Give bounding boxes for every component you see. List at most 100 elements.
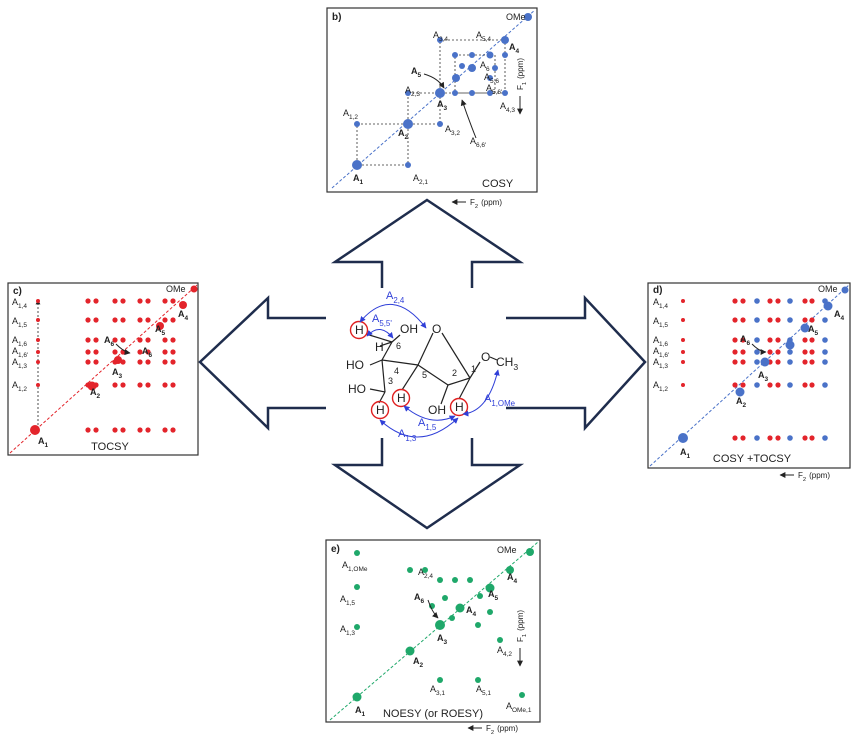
label-main: A xyxy=(437,99,444,109)
label-sub: 3,2 xyxy=(451,130,460,137)
peak xyxy=(170,382,176,388)
peak xyxy=(162,298,168,304)
label-sub: 1,5 xyxy=(346,600,355,607)
atom-label: H xyxy=(355,323,364,337)
peak xyxy=(678,433,688,443)
label-sub: 4,2 xyxy=(503,651,512,658)
peak xyxy=(809,298,815,304)
label-sub: 1,5 xyxy=(659,322,668,329)
peak xyxy=(732,382,738,388)
peak xyxy=(775,298,781,304)
peak-label: OMe xyxy=(506,12,526,22)
peak xyxy=(354,550,360,556)
peak xyxy=(823,301,833,311)
peak xyxy=(85,337,91,343)
label-main: A xyxy=(12,297,18,307)
bond xyxy=(440,384,449,405)
label-sub: 1,2 xyxy=(349,114,358,121)
peak xyxy=(435,88,445,98)
coupling-label: A1,5 xyxy=(418,417,437,432)
peak xyxy=(802,435,808,441)
panel-title: COSY +TOCSY xyxy=(713,453,792,465)
atom-label: O xyxy=(481,350,490,364)
peak-label: A5 xyxy=(411,66,422,79)
peak-label: A4 xyxy=(178,309,189,322)
peak xyxy=(137,317,143,323)
label-sub: 5 xyxy=(418,72,422,79)
peak xyxy=(767,298,773,304)
label-sub: 5,5' xyxy=(379,319,392,328)
peak xyxy=(822,382,828,388)
label-main: A xyxy=(500,101,506,111)
label-main: A xyxy=(12,316,18,326)
peak xyxy=(506,566,514,574)
peak xyxy=(405,162,411,168)
peak xyxy=(36,350,40,354)
peak xyxy=(170,349,176,355)
label-sub: 2,3 xyxy=(411,91,420,98)
peak xyxy=(170,337,176,343)
label-main: A xyxy=(12,335,18,345)
peak xyxy=(740,317,746,323)
peak xyxy=(775,317,781,323)
label-main: A xyxy=(476,30,482,40)
curved-arrow xyxy=(115,343,131,356)
peak xyxy=(190,285,198,293)
peak-label: A3,1 xyxy=(430,684,445,697)
highlight-circle xyxy=(391,388,411,408)
label-main: A xyxy=(680,447,687,457)
peak-label: A5,1 xyxy=(476,684,491,697)
peak xyxy=(775,382,781,388)
label-sub: 2 xyxy=(491,730,494,735)
label-main: A xyxy=(405,85,411,95)
peak-label: A2,1 xyxy=(413,173,428,186)
label-main: A xyxy=(340,594,346,604)
peak xyxy=(137,349,143,355)
label-main: A xyxy=(507,572,514,582)
atom-label: OH xyxy=(428,403,446,417)
label-sub: 3 xyxy=(444,105,448,112)
peak xyxy=(170,359,176,365)
label-sub: 4 xyxy=(473,611,477,618)
peak xyxy=(787,298,793,304)
peak xyxy=(36,383,40,387)
peak-label: A6 xyxy=(104,335,115,348)
label-main: A xyxy=(480,60,486,70)
label-main: A xyxy=(38,436,45,446)
peak xyxy=(452,577,458,583)
axis-label: F2 (ppm) xyxy=(798,471,830,483)
label-main: A xyxy=(509,42,516,52)
peak xyxy=(93,298,99,304)
peak xyxy=(800,323,810,333)
peak xyxy=(732,317,738,323)
peak xyxy=(403,119,413,129)
bond xyxy=(401,364,419,391)
curved-arrow xyxy=(427,599,439,619)
peak xyxy=(162,427,168,433)
bond xyxy=(417,364,449,386)
label-main: A xyxy=(12,346,18,356)
peak xyxy=(437,677,443,683)
peak xyxy=(475,622,481,628)
peak xyxy=(492,65,498,71)
label-sub: 1,6 xyxy=(659,341,668,348)
peak xyxy=(452,90,458,96)
peak xyxy=(487,609,493,615)
label-sub: 2 xyxy=(743,402,747,409)
peak xyxy=(787,317,793,323)
peak xyxy=(787,359,793,365)
peak xyxy=(137,298,143,304)
peak xyxy=(809,382,815,388)
label-main: A xyxy=(178,309,185,319)
peak xyxy=(775,435,781,441)
curved-arrow xyxy=(423,73,445,89)
label-sub: 2 xyxy=(420,662,424,669)
peak-label: OMe xyxy=(497,545,517,555)
peak xyxy=(822,359,828,365)
peak xyxy=(145,359,151,365)
peak-label: A4 xyxy=(509,42,520,55)
coupling-label: A2,4 xyxy=(386,290,405,305)
label-main: A xyxy=(386,290,394,302)
label-main: A xyxy=(653,346,659,356)
peak-label: A1,5 xyxy=(12,316,27,329)
